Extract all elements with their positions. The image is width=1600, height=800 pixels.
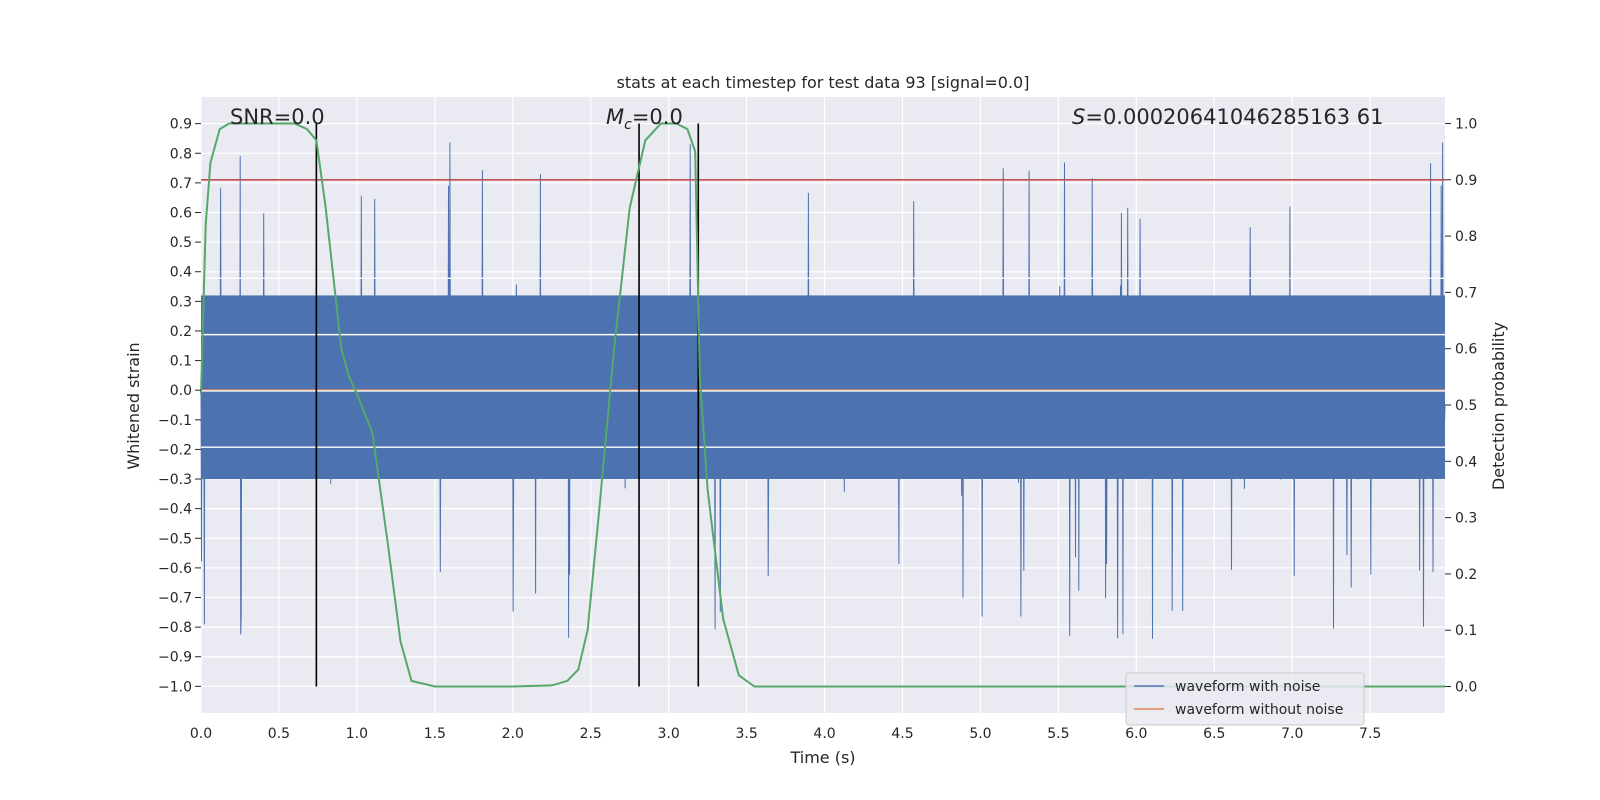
legend-label-with-noise: waveform with noise	[1175, 679, 1320, 695]
annotation-s: S=0.00020641046285163 61	[1072, 105, 1384, 129]
annotation-s-value: =0.00020641046285163 61	[1085, 105, 1383, 129]
x-tick-label: 4.5	[891, 726, 913, 742]
y-tick-label: 0.6	[170, 206, 192, 222]
y2-tick-label: 0.7	[1455, 285, 1477, 301]
annotation-snr: SNR=0.0	[230, 105, 325, 129]
x-tick-label: 6.0	[1125, 726, 1147, 742]
legend-box	[1125, 672, 1365, 726]
x-tick-label: 0.5	[268, 726, 290, 742]
x-tick-label: 7.5	[1359, 726, 1381, 742]
y-tick-label: −1.0	[158, 679, 192, 695]
y2-tick-label: 0.8	[1455, 229, 1477, 245]
noise-series	[200, 142, 1446, 639]
y-tick-label: 0.0	[170, 383, 192, 399]
y-tick-label: −0.3	[158, 472, 192, 488]
x-tick-label: 3.5	[735, 726, 757, 742]
y-ticks: 0.9 0.8 0.7 0.6 0.5 0.4 0.3 0.2 0.1 0.0 −0.1 −0.2 −0…	[158, 117, 201, 695]
legend: waveform with noise waveform without noi…	[1125, 672, 1365, 726]
chart-title: stats at each timestep for test data 93 …	[617, 73, 1030, 92]
x-tick-label: 5.0	[969, 726, 991, 742]
annotation-mc-value: =0.0	[632, 105, 683, 129]
y-tick-label: −0.7	[158, 591, 192, 607]
y-tick-label: 0.4	[170, 265, 192, 281]
x-tick-label: 0.0	[190, 726, 212, 742]
y2-tick-label: 0.1	[1455, 623, 1477, 639]
legend-label-without-noise: waveform without noise	[1175, 702, 1343, 718]
x-ticks: 0.0 0.5 1.0 1.5 2.0 2.5 3.0 3.5 4.0 4.5 5.0 5.5 6.0 6…	[190, 726, 1381, 742]
y2-axis-label: Detection probability	[1489, 322, 1508, 490]
y-tick-label: 0.3	[170, 294, 192, 310]
x-tick-label: 2.0	[502, 726, 524, 742]
annotation-mc: Mc=0.0	[606, 105, 683, 133]
noise-core-band	[201, 295, 1445, 480]
annotation-mc-sub: c	[624, 117, 632, 133]
vlines	[315, 123, 700, 687]
y-tick-label: 0.5	[170, 235, 192, 251]
x-tick-label: 7.0	[1281, 726, 1303, 742]
y2-tick-label: 0.4	[1455, 454, 1477, 470]
y-tick-label: −0.1	[158, 413, 192, 429]
x-axis-label: Time (s)	[789, 748, 855, 767]
y2-tick-label: 0.2	[1455, 567, 1477, 583]
y2-tick-label: 0.0	[1455, 680, 1477, 696]
x-tick-label: 3.0	[658, 726, 680, 742]
y-tick-label: 0.9	[170, 117, 192, 133]
x-tick-label: 1.5	[424, 726, 446, 742]
annotation-s-symbol: S	[1072, 105, 1085, 129]
y-axis-label: Whitened strain	[124, 342, 143, 469]
y-tick-label: 0.7	[170, 176, 192, 192]
y-tick-label: −0.4	[158, 502, 192, 518]
x-tick-label: 6.5	[1203, 726, 1225, 742]
x-tick-label: 4.0	[813, 726, 835, 742]
y-tick-label: 0.2	[170, 324, 192, 340]
annotation-mc-symbol: M	[606, 105, 624, 129]
x-tick-label: 2.5	[580, 726, 602, 742]
y-tick-label: −0.9	[158, 650, 192, 666]
y2-tick-label: 0.6	[1455, 342, 1477, 358]
y-tick-label: −0.2	[158, 442, 192, 458]
y2-tick-label: 0.5	[1455, 398, 1477, 414]
y2-ticks: 1.0 0.9 0.8 0.7 0.6 0.5 0.4 0.3 0.2 0.1 0.0	[1445, 116, 1477, 696]
y2-tick-label: 0.9	[1455, 173, 1477, 189]
y-tick-label: 0.8	[170, 146, 192, 162]
series-line-detection-probability	[200, 122, 1445, 688]
x-tick-label: 1.0	[346, 726, 368, 742]
y-tick-label: 0.1	[170, 354, 192, 370]
y-tick-label: −0.6	[158, 561, 192, 577]
white-bands	[201, 277, 1445, 448]
y2-tick-label: 1.0	[1455, 116, 1477, 132]
y-tick-label: −0.5	[158, 531, 192, 547]
y2-tick-label: 0.3	[1455, 511, 1477, 527]
y-tick-label: −0.8	[158, 620, 192, 636]
x-tick-label: 5.5	[1047, 726, 1069, 742]
